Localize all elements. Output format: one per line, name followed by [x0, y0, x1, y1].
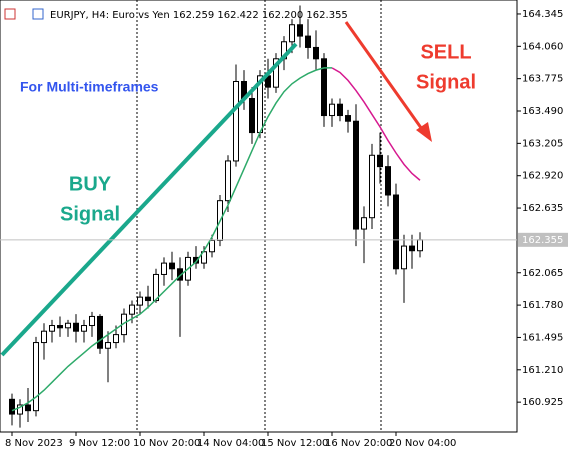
candle-body: [345, 115, 351, 122]
x-tick-label: 15 Nov 12:00: [261, 438, 328, 449]
candle-body: [409, 245, 415, 252]
y-tick-label: 164.060: [522, 41, 563, 52]
candle-body: [9, 398, 15, 415]
x-tick-label: 14 Nov 04:00: [197, 438, 264, 449]
x-tick-label: 20 Nov 04:00: [389, 438, 456, 449]
annotation: Signal: [60, 203, 120, 225]
current-price-label: 162.355: [522, 235, 563, 246]
candle-body: [153, 273, 159, 302]
y-tick-label: 161.780: [522, 300, 563, 311]
candle-body: [97, 315, 103, 349]
plot-frame: [0, 0, 518, 433]
y-tick-label: 162.065: [522, 268, 563, 279]
y-tick-label: 161.210: [522, 365, 563, 376]
annotation: Signal: [416, 71, 476, 93]
candle-body: [17, 404, 23, 415]
candle-body: [57, 325, 63, 329]
candle-body: [81, 325, 87, 332]
icon: [32, 8, 44, 20]
candle-body: [33, 342, 39, 412]
candle-body: [305, 35, 311, 48]
candle-body: [289, 24, 295, 43]
candle-body: [337, 103, 343, 117]
chart-title: EURJPY, H4: Euro vs Yen 162.259 162.422 …: [50, 10, 348, 21]
y-tick-label: 161.495: [522, 332, 563, 343]
moving-average: [11, 67, 332, 412]
y-tick-label: 163.205: [522, 138, 563, 149]
moving-average: [331, 67, 421, 181]
x-tick-label: 16 Nov 20:00: [325, 438, 392, 449]
sell-arrowhead: [416, 122, 432, 142]
y-tick-label: 160.925: [522, 397, 563, 408]
x-tick-label: 8 Nov 2023: [5, 438, 63, 449]
icon: [4, 8, 16, 20]
candle-body: [161, 262, 167, 275]
y-tick-label: 162.635: [522, 203, 563, 214]
y-tick-label: 162.920: [522, 171, 563, 182]
annotation: SELL: [420, 41, 471, 63]
sell-arrow: [344, 21, 426, 133]
candle-body: [329, 103, 335, 117]
candle-body: [249, 98, 255, 134]
candle-body: [233, 80, 239, 162]
candle-body: [369, 154, 375, 219]
candle-body: [105, 342, 111, 349]
candle-body: [41, 330, 47, 344]
candle-body: [169, 262, 175, 270]
candle-body: [377, 154, 383, 168]
annotation: For Multi-timeframes: [20, 79, 159, 95]
candle-body: [129, 304, 135, 315]
candle-body: [65, 322, 71, 329]
candle-body: [89, 315, 95, 327]
candle-body: [297, 24, 303, 37]
current-price-box: [518, 232, 568, 247]
candle-body: [193, 256, 199, 264]
buy-trendline: [0, 42, 298, 357]
candle-body: [321, 58, 327, 117]
candle-body: [209, 239, 215, 253]
candle-body: [385, 166, 391, 196]
marks: [9, 5, 423, 428]
candle-body: [25, 404, 31, 412]
candle-body: [137, 296, 143, 306]
candle-body: [113, 334, 119, 344]
candle-body: [49, 325, 55, 332]
annotation: BUY: [69, 173, 112, 195]
x-tick-label: 9 Nov 12:00: [69, 438, 130, 449]
candle-body: [73, 322, 79, 332]
candle-body: [353, 120, 359, 230]
candle-body: [273, 58, 279, 88]
x-tick-label: 10 Nov 20:00: [133, 438, 200, 449]
candle-body: [393, 194, 399, 270]
y-tick-label: 164.345: [522, 9, 563, 20]
candle-body: [313, 46, 319, 60]
candle-body: [361, 217, 367, 230]
candle-body: [225, 160, 231, 202]
y-tick-label: 163.775: [522, 74, 563, 85]
candle-body: [177, 268, 183, 281]
candle-body: [401, 245, 407, 270]
candle-body: [145, 296, 151, 302]
candle-body: [417, 239, 423, 252]
y-tick-label: 163.490: [522, 106, 563, 117]
